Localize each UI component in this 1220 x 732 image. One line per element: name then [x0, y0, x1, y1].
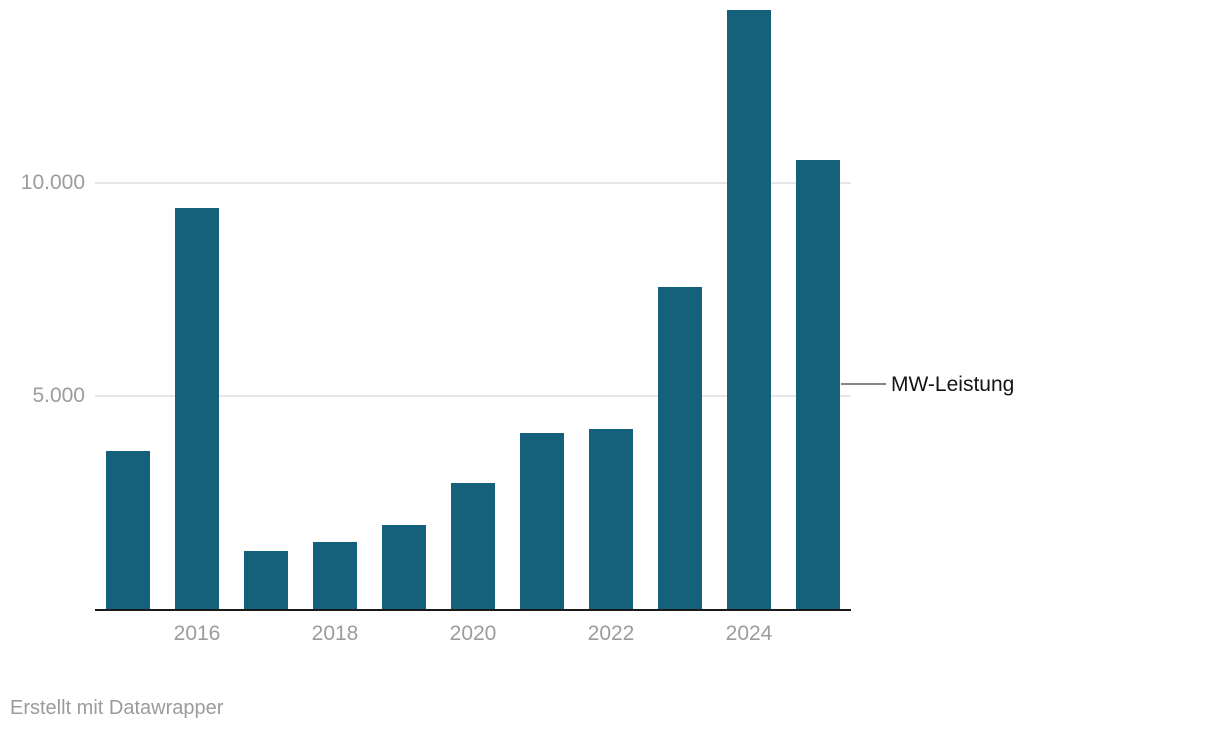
- bar-2020: [451, 482, 495, 609]
- y-tick-label-5000: 5.000: [32, 383, 85, 407]
- bar-2024: [727, 9, 771, 609]
- annotation-connector-line: [841, 383, 886, 385]
- x-tick-label-2018: 2018: [311, 622, 359, 645]
- bar-2025: [796, 159, 840, 609]
- gridline-10000: [95, 181, 851, 184]
- bar-2019: [382, 525, 426, 609]
- bar-2015: [106, 451, 150, 609]
- x-tick-label-2022: 2022: [587, 622, 635, 645]
- y-tick-label-10000: 10.000: [20, 170, 85, 194]
- x-tick-label-2016: 2016: [173, 622, 221, 645]
- x-axis-line: [95, 609, 851, 611]
- x-tick-label-2020: 2020: [449, 622, 497, 645]
- gridline-5000: [95, 394, 851, 397]
- bar-2017: [244, 550, 288, 609]
- series-annotation-label: MW-Leistung: [891, 373, 1015, 396]
- bar-2016: [175, 208, 219, 609]
- attribution-text: Erstellt mit Datawrapper: [10, 697, 224, 719]
- bar-2018: [313, 542, 357, 609]
- bar-2023: [658, 286, 702, 609]
- bar-2022: [589, 428, 633, 609]
- bar-2021: [520, 432, 564, 609]
- x-tick-label-2024: 2024: [725, 622, 773, 645]
